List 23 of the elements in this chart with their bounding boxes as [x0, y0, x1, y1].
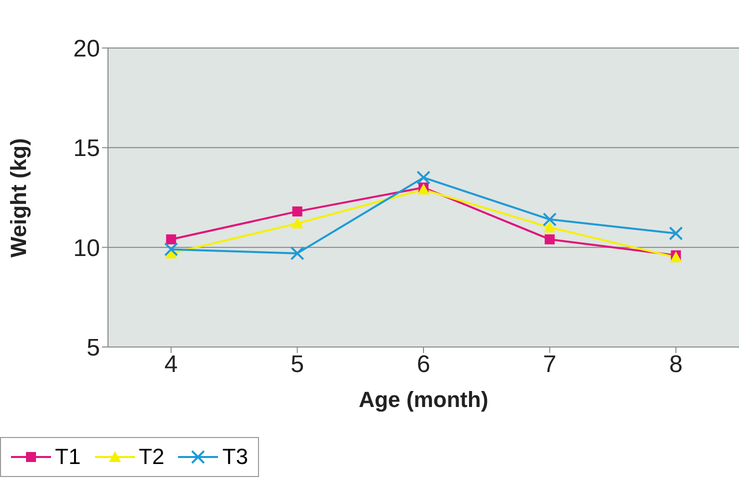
- x-tick-label: 5: [290, 351, 304, 378]
- y-tick-label: 20: [73, 36, 100, 63]
- y-tick-label: 15: [73, 135, 100, 162]
- legend-label: T3: [221, 444, 248, 470]
- point: [544, 234, 555, 244]
- point: [292, 206, 302, 216]
- x-tick-label: 7: [543, 351, 556, 378]
- point: [290, 246, 304, 260]
- point: [544, 221, 556, 232]
- x-tick-label: 8: [669, 351, 683, 378]
- x-tick-label: 4: [164, 351, 178, 378]
- point: [166, 234, 176, 244]
- y-axis-title: Weight (kg): [6, 138, 31, 258]
- point: [416, 170, 430, 185]
- legend-label: T1: [54, 444, 81, 470]
- y-tick-label: 10: [73, 234, 100, 262]
- point: [542, 212, 557, 226]
- x-axis-title: Age (month): [358, 387, 488, 412]
- point: [291, 217, 304, 228]
- legend-label: T2: [138, 444, 164, 470]
- point: [668, 226, 683, 240]
- point: [164, 242, 178, 256]
- x-tick-label: 6: [416, 351, 430, 378]
